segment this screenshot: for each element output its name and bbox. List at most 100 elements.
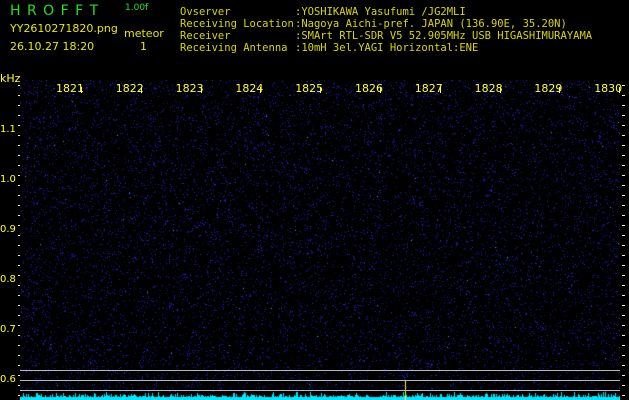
y-tick-mark — [18, 375, 20, 376]
info-key-observer: Ovserver — [180, 6, 231, 18]
y-tick-mark — [622, 225, 625, 226]
y-tick-mark — [18, 325, 20, 326]
x-tick-label: 1825 — [295, 82, 324, 95]
y-tick-mark — [622, 125, 625, 126]
y-tick-mark — [622, 335, 625, 336]
y-tick-mark — [18, 335, 20, 336]
y-tick-mark — [622, 115, 625, 116]
reference-line — [20, 380, 620, 381]
y-tick-mark — [18, 275, 20, 276]
x-tick-mark — [619, 87, 621, 93]
x-tick-mark — [320, 87, 322, 93]
spectrogram — [20, 80, 620, 400]
meteor-count: 1 — [140, 40, 147, 53]
info-key-receiver: Receiver — [180, 30, 231, 42]
y-tick-mark — [622, 365, 625, 366]
x-tick-label: 1826 — [355, 82, 383, 95]
y-tick-mark — [622, 265, 625, 266]
app-title: H R O F F T — [10, 3, 100, 19]
x-tick-mark — [140, 87, 142, 93]
x-tick-label: 1821 — [56, 82, 84, 95]
y-tick-mark — [18, 365, 20, 366]
reference-line — [20, 370, 620, 371]
y-tick-mark — [18, 305, 20, 306]
y-tick-mark — [622, 175, 625, 176]
y-tick-mark — [18, 105, 20, 106]
y-tick-mark — [18, 125, 20, 126]
y-tick-mark — [622, 255, 625, 256]
y-tick-mark — [622, 185, 625, 186]
y-tick-mark — [18, 315, 20, 316]
y-tick-label: 0.7 — [0, 324, 16, 335]
info-key-location: Receiving Location — [180, 18, 294, 30]
y-tick-mark — [622, 375, 625, 376]
y-tick-mark — [18, 205, 20, 206]
x-tick-mark — [439, 87, 441, 93]
y-tick-mark — [622, 235, 625, 236]
y-tick-label: 1.1 — [0, 124, 16, 135]
x-tick-label: 1829 — [534, 82, 563, 95]
y-tick-mark — [18, 135, 20, 136]
y-tick-mark — [622, 245, 625, 246]
y-tick-mark — [18, 395, 20, 396]
file-name: YY2610271820.png — [10, 22, 118, 35]
y-tick-mark — [18, 265, 20, 266]
y-tick-mark — [622, 355, 625, 356]
x-tick-label: 1823 — [175, 82, 204, 95]
x-tick-label: 1822 — [115, 82, 144, 95]
y-tick-mark — [18, 235, 20, 236]
y-tick-mark — [18, 225, 20, 226]
y-tick-mark — [18, 215, 20, 216]
y-tick-mark — [622, 85, 625, 86]
y-tick-mark — [622, 315, 625, 316]
info-key-antenna: Receiving Antenna — [180, 42, 288, 54]
info-value-observer: :YOSHIKAWA Yasufumi /JG2MLI — [295, 6, 466, 18]
y-tick-mark — [622, 95, 625, 96]
x-tick-label: 1827 — [414, 82, 443, 95]
y-tick-mark — [622, 205, 625, 206]
x-tick-mark — [200, 87, 202, 93]
y-tick-mark — [18, 175, 20, 176]
reference-line — [20, 390, 620, 391]
y-tick-mark — [622, 215, 625, 216]
y-tick-mark — [18, 285, 20, 286]
y-tick-mark — [18, 255, 20, 256]
y-tick-mark — [622, 285, 625, 286]
y-tick-mark — [622, 145, 625, 146]
y-tick-mark — [622, 305, 625, 306]
file-datetime: 26.10.27 18:20 — [10, 40, 95, 53]
y-tick-mark — [18, 345, 20, 346]
y-tick-label: 0.9 — [0, 224, 16, 235]
y-tick-mark — [18, 385, 20, 386]
x-tick-label: 1828 — [474, 82, 503, 95]
y-tick-mark — [18, 165, 20, 166]
y-tick-mark — [622, 325, 625, 326]
y-tick-label: 0.8 — [0, 274, 16, 285]
y-tick-mark — [18, 155, 20, 156]
y-tick-mark — [622, 395, 625, 396]
app-version: 1.00f — [125, 3, 149, 13]
x-tick-mark — [260, 87, 262, 93]
info-value-antenna: :10mH 3el.YAGI Horizontal:ENE — [295, 42, 479, 54]
y-tick-mark — [18, 85, 20, 86]
info-value-location: :Nagoya Aichi-pref. JAPAN (136.90E, 35.2… — [295, 18, 567, 30]
y-tick-mark — [622, 295, 625, 296]
y-tick-mark — [622, 345, 625, 346]
y-tick-mark — [18, 185, 20, 186]
info-value-receiver: :SMArt RTL-SDR V5 52.905MHz USB HIGASHIM… — [295, 30, 593, 42]
y-tick-mark — [622, 385, 625, 386]
y-tick-label: 1.0 — [0, 174, 16, 185]
x-tick-mark — [81, 87, 82, 93]
x-tick-label: 1824 — [235, 82, 264, 95]
y-unit-label: kHz — [0, 72, 21, 85]
y-tick-mark — [622, 275, 625, 276]
y-tick-mark — [18, 355, 20, 356]
x-tick-mark — [380, 87, 381, 93]
y-tick-mark — [622, 105, 625, 106]
x-tick-label: 1830 — [594, 82, 623, 95]
x-tick-mark — [499, 87, 501, 93]
y-tick-mark — [622, 165, 625, 166]
y-tick-mark — [18, 295, 20, 296]
y-tick-mark — [18, 115, 20, 116]
y-tick-mark — [622, 195, 625, 196]
